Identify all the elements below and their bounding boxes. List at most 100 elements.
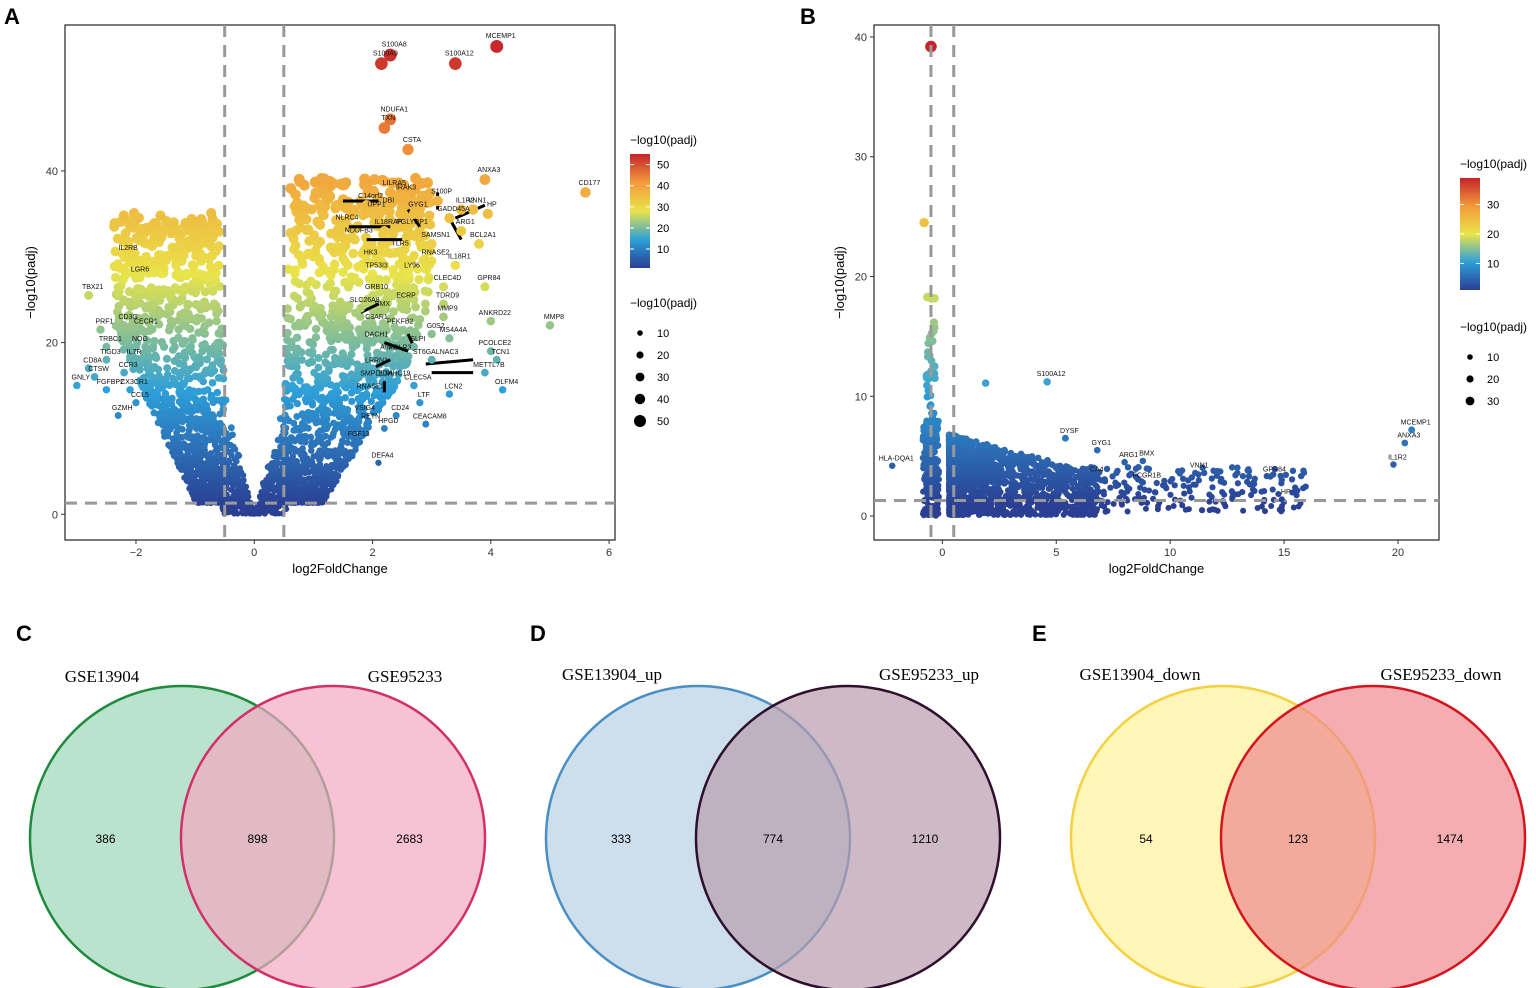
data-point: [335, 297, 345, 307]
point-mmp9: [439, 312, 448, 322]
gene-label-il7r: IL7R: [127, 349, 142, 356]
data-point: [1104, 499, 1111, 506]
color-bar-label: 40: [657, 181, 669, 193]
data-point: [324, 439, 332, 447]
data-point: [155, 210, 166, 221]
data-point: [163, 364, 172, 372]
data-point: [296, 300, 306, 310]
data-point: [1277, 472, 1284, 480]
data-point: [367, 397, 375, 406]
data-point: [306, 276, 316, 286]
gene-label-smpdl3a: SMPDL3A: [360, 370, 393, 377]
gene-label-olfm4: OLFM4: [495, 379, 518, 386]
point-smpdl3a: [368, 377, 377, 386]
data-point: [348, 397, 356, 406]
data-point: [324, 447, 331, 455]
gene-label-ankrd22: ANKRD22: [479, 310, 511, 317]
point-lilra5: [384, 187, 396, 198]
data-point: [289, 453, 297, 460]
data-point: [1056, 462, 1064, 470]
data-point: [141, 342, 150, 351]
gene-label-g0s2: G0S2: [427, 323, 445, 330]
data-point: [1288, 476, 1296, 483]
gene-label-prf1: PRF1: [96, 319, 114, 326]
gene-label-anxa3: ANXA3: [477, 167, 500, 174]
data-point: [1151, 489, 1159, 496]
data-point: [310, 368, 318, 377]
point-cx3cr1: [126, 386, 134, 394]
data-point: [1219, 488, 1226, 496]
data-point: [1190, 481, 1197, 488]
data-point: [311, 324, 321, 334]
data-point: [271, 448, 278, 456]
point-hpgd: [380, 425, 388, 432]
data-point: [314, 353, 323, 362]
point-il2rb: [119, 251, 129, 262]
size-legend-title: −log10(padj): [630, 296, 697, 310]
point-tigd3: [102, 355, 111, 364]
x-tick-label: −2: [130, 547, 143, 559]
data-point: [347, 449, 354, 456]
data-point: [322, 326, 331, 335]
gene-label-pfkfb2: PFKFB2: [387, 319, 414, 326]
data-point: [215, 338, 224, 347]
data-point: [1153, 479, 1160, 487]
data-point: [212, 316, 221, 326]
data-point: [1302, 483, 1309, 490]
x-tick-label: 2: [369, 547, 375, 559]
point-upp1: [367, 208, 378, 219]
data-point: [1228, 488, 1235, 495]
gene-label-cd8a: CD8A: [83, 357, 102, 364]
size-legend-label: 10: [657, 328, 669, 340]
data-point: [412, 264, 423, 274]
data-point: [1098, 502, 1105, 509]
data-point: [182, 268, 192, 279]
data-point: [150, 336, 159, 346]
data-point: [149, 217, 160, 229]
point-ecrp: [397, 299, 407, 309]
data-point: [1269, 486, 1276, 493]
color-bar-label: 30: [657, 202, 669, 214]
data-point: [382, 368, 391, 376]
data-point: [199, 434, 207, 441]
data-point: [331, 215, 342, 226]
data-point: [213, 226, 224, 237]
gene-label-grb10: GRB10: [365, 284, 388, 291]
gene-label-ceacam8: CEACAM8: [413, 414, 447, 421]
data-point: [206, 208, 217, 219]
data-point: [308, 458, 316, 465]
data-point: [128, 208, 140, 219]
data-point: [1100, 488, 1107, 495]
point-rnase3: [362, 390, 371, 398]
data-point: [389, 288, 399, 298]
point-trbc1: [102, 342, 111, 351]
data-point: [384, 213, 395, 225]
data-point: [118, 210, 129, 221]
data-point: [140, 312, 150, 322]
data-point: [1037, 511, 1044, 518]
data-point: [363, 351, 372, 360]
gene-label-irak3: IRAK3: [396, 184, 416, 191]
y-tick-label: 20: [46, 338, 58, 350]
data-point: [290, 276, 300, 286]
data-point: [148, 325, 157, 334]
data-point: [169, 374, 177, 383]
data-point: [168, 217, 179, 228]
data-point: [191, 372, 200, 381]
data-point: [1243, 478, 1251, 485]
gene-label-pglyrp1: PGLYRP1: [396, 219, 428, 226]
point-hk3: [361, 256, 372, 266]
gene-label-mmp9: MMP9: [437, 306, 457, 313]
gene-label-hp: HP: [487, 202, 497, 209]
data-point: [219, 396, 227, 404]
data-point: [234, 451, 242, 459]
data-point: [208, 361, 217, 370]
data-point: [408, 313, 418, 323]
point-s100a9: [375, 57, 388, 70]
point-ccr3: [120, 368, 129, 377]
gene-label-st6galnac3: ST6GALNAC3: [413, 349, 459, 356]
data-point: [1066, 503, 1073, 510]
data-point: [174, 352, 183, 361]
data-point: [349, 204, 360, 216]
